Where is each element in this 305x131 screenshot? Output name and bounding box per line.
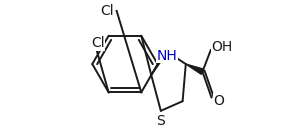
Text: S: S xyxy=(156,114,165,128)
Text: Cl: Cl xyxy=(91,36,104,50)
Polygon shape xyxy=(186,64,204,74)
Text: NH: NH xyxy=(156,49,177,63)
Text: O: O xyxy=(213,94,224,108)
Text: Cl: Cl xyxy=(100,4,113,18)
Text: OH: OH xyxy=(211,40,233,54)
